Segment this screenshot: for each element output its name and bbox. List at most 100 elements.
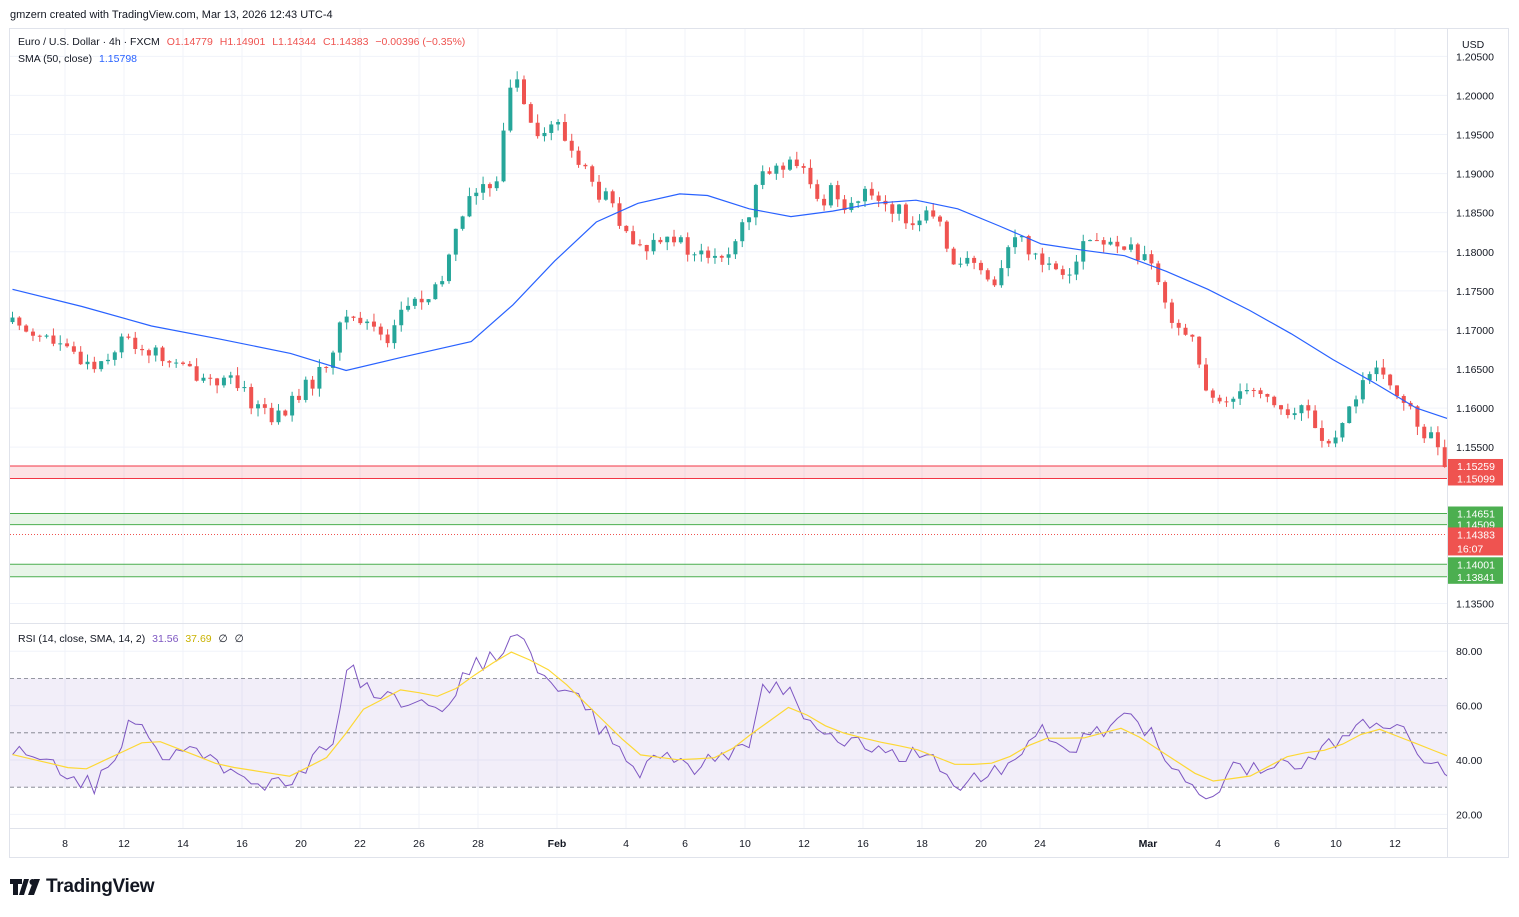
time-tick-label: 10 — [1330, 838, 1342, 850]
axes: 1.20500 1.20000 1.19500 1.19000 1.18500 1.180… — [10, 29, 1509, 857]
candle-body — [597, 181, 602, 200]
candle-body — [808, 167, 813, 185]
candle-body — [1279, 405, 1284, 410]
candle-body — [1333, 437, 1338, 444]
candle-body — [1401, 396, 1406, 403]
candle-body — [856, 201, 861, 203]
candle-body — [549, 124, 554, 133]
symbol-legend[interactable]: Euro / U.S. Dollar · 4h · FXCM O1.14779 … — [18, 36, 469, 48]
resistance-price-tag-text: 1.15259 — [1457, 461, 1495, 473]
candle-body — [1394, 385, 1399, 397]
candle-body — [992, 279, 997, 286]
candle-body — [603, 191, 608, 200]
candle-body — [753, 184, 758, 218]
support-1-zone — [10, 513, 1447, 525]
price-tick-label: 1.20500 — [1456, 51, 1494, 63]
candle-body — [317, 366, 322, 389]
support-2-zone — [10, 564, 1447, 577]
rsi-tick-label: 20.00 — [1456, 809, 1482, 821]
candle-body — [1435, 432, 1440, 448]
candle-body — [1217, 397, 1222, 402]
candle-body — [944, 221, 949, 249]
time-tick-label: 4 — [623, 838, 629, 850]
symbol-title: Euro / U.S. Dollar · 4h · FXCM — [18, 36, 160, 48]
time-tick-label: 12 — [798, 838, 810, 850]
candle-body — [385, 334, 390, 344]
resistance-price-tag — [1448, 458, 1503, 473]
candle-body — [37, 335, 42, 337]
sma-legend[interactable]: SMA (50, close) 1.15798 — [18, 53, 141, 65]
time-tick-label: 6 — [1274, 838, 1280, 850]
candle-body — [283, 410, 288, 416]
candle-body — [1210, 390, 1215, 398]
rsi-legend[interactable]: RSI (14, close, SMA, 14, 2) 31.56 37.69 … — [18, 633, 248, 645]
candle-body — [1374, 367, 1379, 375]
candle-body — [1176, 322, 1181, 328]
candle-body — [774, 165, 779, 174]
candle-body — [1053, 263, 1058, 270]
candle-body — [358, 317, 363, 324]
time-tick-label: 8 — [62, 838, 68, 850]
resistance-price-tag — [1448, 471, 1503, 486]
candle-body — [1299, 405, 1304, 414]
candle-body — [419, 298, 424, 303]
candle-body — [712, 255, 717, 258]
high-value: H1.14901 — [219, 36, 266, 48]
candle-body — [337, 322, 342, 353]
candle-body — [733, 241, 738, 255]
countdown-text: 16:07 — [1457, 543, 1483, 555]
chart-frame — [9, 28, 1509, 858]
candle-body — [92, 361, 97, 370]
resistance-price-tag-text: 1.15099 — [1457, 473, 1495, 485]
candle-body — [406, 305, 411, 310]
candle-body — [951, 248, 956, 265]
candle-body — [262, 404, 267, 408]
candle-body — [174, 362, 179, 364]
candle-body — [1183, 327, 1188, 335]
time-tick-label: Mar — [1139, 838, 1158, 850]
rsi-pane — [10, 634, 1447, 800]
candle-body — [1115, 241, 1120, 247]
candle-body — [44, 335, 49, 337]
candle-body — [1128, 244, 1133, 250]
candle-body — [556, 122, 561, 125]
candle-body — [249, 387, 254, 409]
candle-body — [467, 196, 472, 217]
candle-body — [208, 377, 213, 379]
price-tick-label: 1.17000 — [1456, 325, 1494, 337]
candle-body — [1306, 405, 1311, 411]
candle-body — [1033, 253, 1038, 255]
candle-body — [17, 317, 22, 326]
rsi-tick-label: 60.00 — [1456, 701, 1482, 713]
candle-body — [221, 377, 226, 386]
support-2-price-tag-text: 1.14001 — [1457, 559, 1495, 571]
time-tick-label: 28 — [472, 838, 484, 850]
candle-body — [160, 347, 165, 362]
candle-body — [828, 185, 833, 206]
time-tick-label: 12 — [1389, 838, 1401, 850]
candle-body — [460, 216, 465, 229]
candle-body — [985, 270, 990, 280]
candle-body — [1013, 237, 1018, 248]
support-1-price-tag-text: 1.14651 — [1457, 509, 1495, 521]
candle-body — [351, 316, 356, 318]
currency-label[interactable]: USD — [1462, 39, 1485, 51]
candle-body — [1360, 380, 1365, 400]
candle-body — [1313, 410, 1318, 429]
candle-body — [815, 184, 820, 199]
candle-body — [1074, 261, 1079, 275]
support-2-price-tag — [1448, 569, 1503, 584]
candle-body — [938, 216, 943, 222]
candle-body — [1067, 274, 1072, 276]
candle-body — [897, 204, 902, 214]
candle-body — [140, 348, 145, 351]
candle-body — [876, 195, 881, 201]
candle-body — [624, 225, 629, 232]
tradingview-logo[interactable]: TradingView — [10, 876, 155, 898]
candle-body — [1251, 390, 1256, 392]
candle-body — [1101, 240, 1106, 245]
candle-body — [1108, 241, 1113, 245]
support-2-price-tag-text: 1.13841 — [1457, 572, 1495, 584]
time-tick-label: 4 — [1215, 838, 1221, 850]
